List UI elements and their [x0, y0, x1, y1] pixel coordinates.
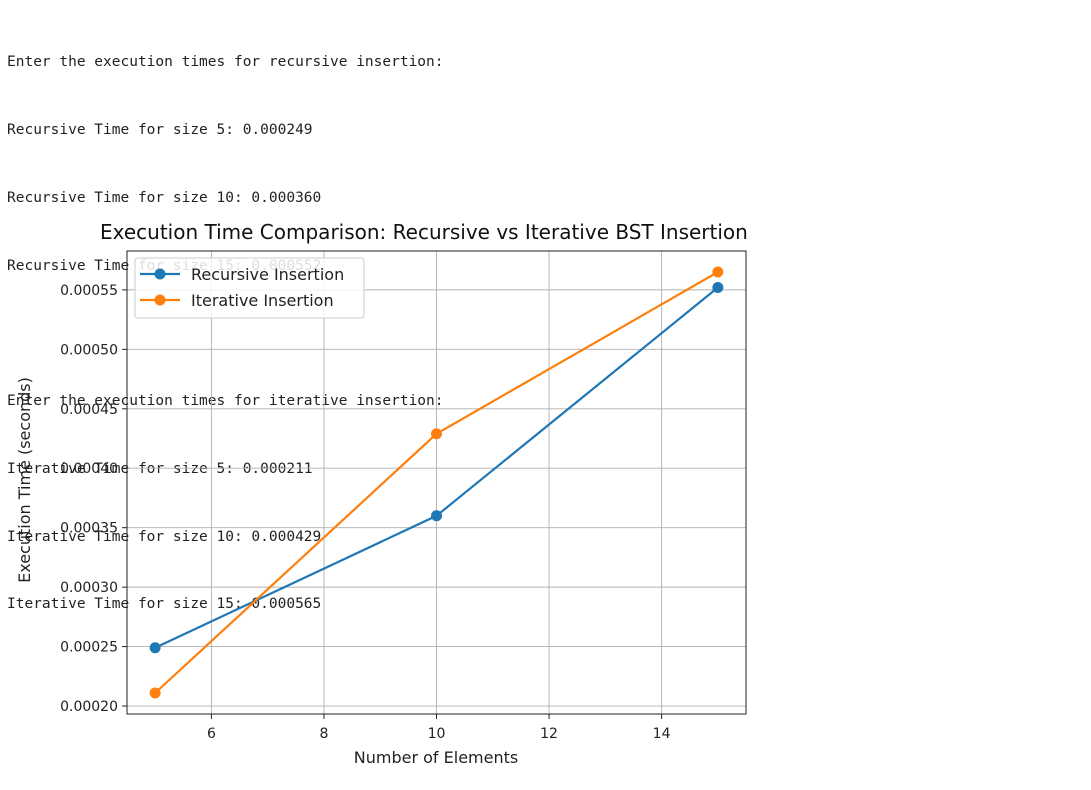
recursive-prompt: Enter the execution times for recursive …: [7, 54, 444, 71]
y-tick-label: 0.00050: [60, 342, 118, 358]
legend-label: Recursive Insertion: [191, 265, 344, 284]
y-tick-label: 0.00040: [60, 461, 118, 477]
x-tick-label: 12: [540, 726, 558, 742]
y-tick-label: 0.00020: [60, 699, 118, 715]
iterative-time-line: Iterative Time for size 15: 0.000565: [7, 596, 322, 613]
x-tick-label: 6: [207, 726, 216, 742]
y-tick-label: 0.00045: [60, 402, 118, 418]
iterative-prompt: Enter the execution times for iterative …: [7, 393, 444, 410]
plot-area-frame: [126, 250, 747, 715]
grid: [127, 251, 746, 714]
y-tick-label: 0.00025: [60, 640, 118, 656]
legend: Recursive Insertion Iterative Insertion: [134, 257, 365, 319]
data-point: [149, 642, 161, 654]
iterative-time-line: Iterative Time for size 5: 0.000211: [7, 460, 313, 477]
x-tick-label: 14: [653, 726, 671, 742]
y-axis-ticks: 0.00020 0.00025 0.00030 0.00035 0.00040 0.000…: [60, 283, 127, 715]
y-tick-label: 0.00030: [60, 580, 118, 596]
y-axis-label: Execution Time (seconds): [15, 377, 34, 583]
x-axis-label: Number of Elements: [354, 748, 518, 767]
iterative-time-line: Iterative Time for size 10: 0.000429: [7, 528, 322, 545]
series: [149, 266, 724, 699]
legend-label: Iterative Insertion: [191, 291, 334, 310]
legend-marker: [154, 268, 166, 280]
data-point: [431, 428, 442, 440]
legend-box: [134, 257, 365, 319]
recursive-time-line: Recursive Time for size 5: 0.000249: [7, 121, 313, 138]
data-point: [149, 687, 161, 699]
legend-marker: [154, 294, 166, 306]
chart-title: Execution Time Comparison: Recursive vs …: [100, 220, 748, 244]
recursive-time-line: Recursive Time for size 10: 0.000360: [7, 189, 322, 206]
y-tick-label: 0.00055: [60, 283, 118, 299]
x-tick-label: 8: [319, 726, 328, 742]
data-point: [431, 510, 442, 522]
x-axis-ticks: 6 8 10 12 14: [207, 714, 671, 742]
data-point: [712, 266, 724, 278]
y-tick-label: 0.00035: [60, 521, 118, 537]
x-tick-label: 10: [428, 726, 446, 742]
data-point: [712, 282, 724, 294]
